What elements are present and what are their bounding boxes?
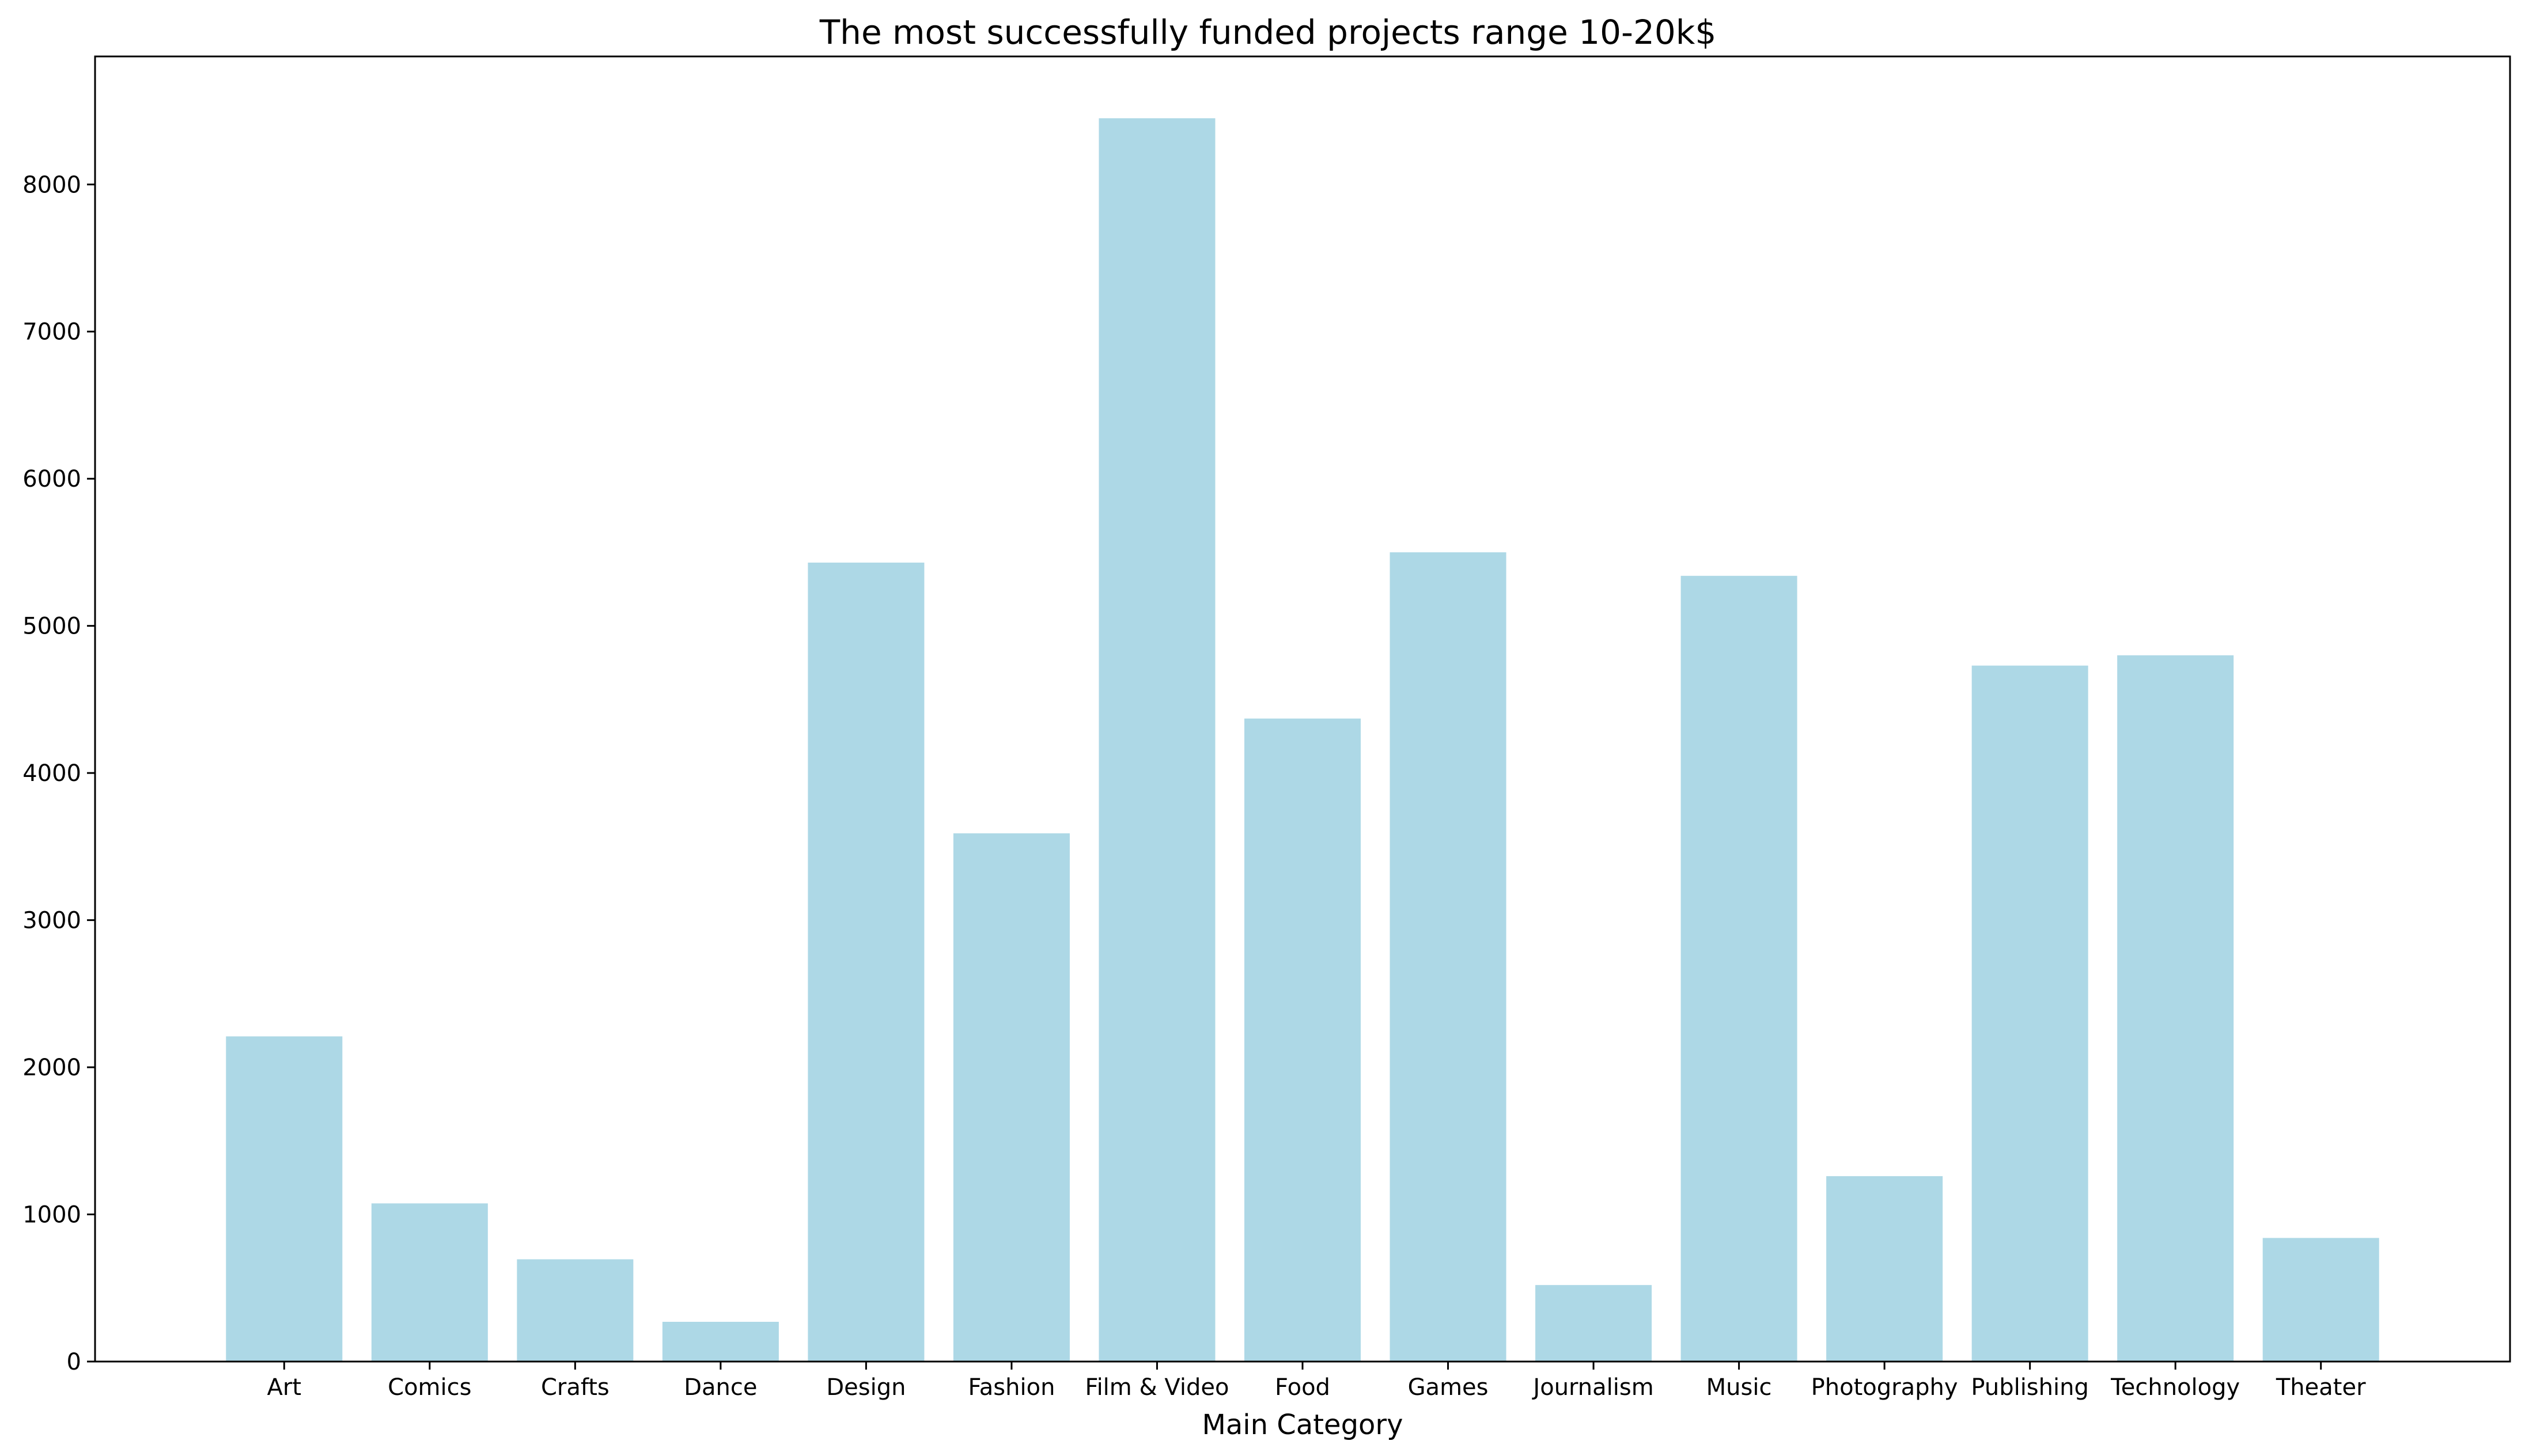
x-tick-label: Film & Video xyxy=(1085,1374,1229,1401)
bar-film-video xyxy=(1099,118,1216,1362)
x-tick-label: Music xyxy=(1706,1374,1772,1401)
bar-journalism xyxy=(1535,1285,1652,1362)
bar-food xyxy=(1244,718,1361,1362)
x-tick-label: Dance xyxy=(684,1374,757,1401)
x-tick-label: Food xyxy=(1275,1374,1330,1401)
x-tick-label: Technology xyxy=(2110,1374,2240,1401)
bar-dance xyxy=(662,1322,779,1362)
x-tick-label: Fashion xyxy=(968,1374,1055,1401)
y-tick-label: 0 xyxy=(67,1349,81,1375)
bar-comics xyxy=(371,1203,488,1362)
y-tick-label: 8000 xyxy=(22,172,81,198)
bar-photography xyxy=(1826,1176,1943,1362)
bar-publishing xyxy=(1971,665,2088,1362)
bar-games xyxy=(1390,552,1506,1362)
bar-art xyxy=(226,1036,343,1362)
plot-area-frame xyxy=(94,55,2511,1363)
bar-music xyxy=(1680,575,1797,1362)
bar-technology xyxy=(2117,655,2234,1362)
bar-fashion xyxy=(953,833,1070,1362)
x-axis-ticks: Art Comics Crafts Dance Design Fashion Film & … xyxy=(267,1362,2366,1401)
x-tick-label: Comics xyxy=(388,1374,471,1401)
y-axis-ticks: 0 1000 2000 3000 4000 5000 6000 7000 8000 xyxy=(22,172,95,1375)
bar-design xyxy=(808,562,925,1362)
y-tick-label: 5000 xyxy=(22,613,81,640)
x-tick-label: Publishing xyxy=(1971,1374,2088,1401)
chart-title: The most successfully funded projects ra… xyxy=(819,13,1716,52)
x-tick-label: Design xyxy=(826,1374,906,1401)
x-tick-label: Journalism xyxy=(1531,1374,1653,1401)
x-tick-label: Art xyxy=(267,1374,302,1401)
y-tick-label: 1000 xyxy=(22,1202,81,1228)
bar-crafts xyxy=(517,1259,634,1362)
y-tick-label: 4000 xyxy=(22,760,81,787)
y-tick-label: 6000 xyxy=(22,466,81,492)
y-tick-label: 7000 xyxy=(22,319,81,346)
bar-theater xyxy=(2262,1238,2379,1362)
bars-group xyxy=(226,118,2379,1362)
x-tick-label: Theater xyxy=(2276,1374,2366,1401)
y-tick-label: 2000 xyxy=(22,1055,81,1081)
x-tick-label: Games xyxy=(1408,1374,1489,1401)
x-tick-label: Crafts xyxy=(541,1374,610,1401)
x-tick-label: Photography xyxy=(1811,1374,1958,1401)
x-axis-label: Main Category xyxy=(1202,1409,1403,1441)
y-tick-label: 3000 xyxy=(22,908,81,934)
